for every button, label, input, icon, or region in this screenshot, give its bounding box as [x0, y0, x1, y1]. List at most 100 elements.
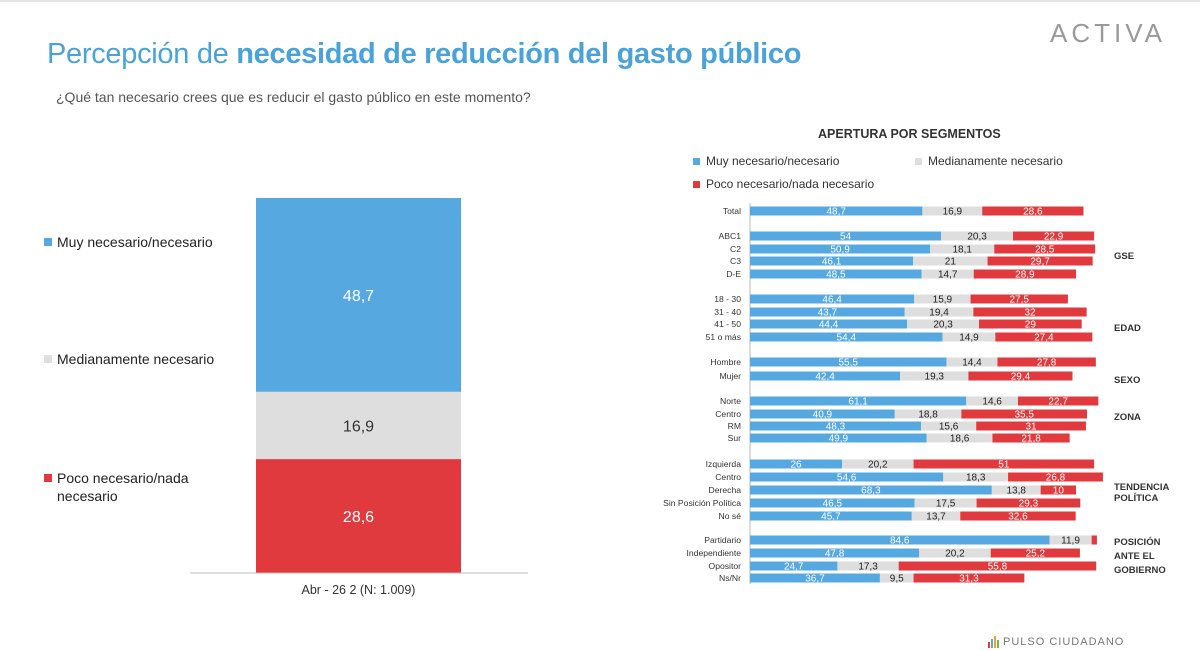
main-category-label: Abr - 26 2 (N: 1.009) [302, 583, 416, 597]
seg-bar-segment [961, 409, 1088, 419]
seg-bar-value-label: 19,4 [929, 308, 949, 319]
seg-bar-value-label: 27,4 [1034, 333, 1054, 344]
main-legend-item-poco: Poco necesario/nada necesario [44, 469, 242, 505]
seg-bar-segment [914, 498, 977, 508]
seg-bar-segment [976, 421, 1086, 431]
seg-bar-value-label: 22,7 [1048, 397, 1068, 408]
seg-bar-value-label: 68,3 [861, 486, 881, 497]
seg-row-label: Mujer [720, 371, 742, 381]
seg-bar-segment [913, 459, 1095, 469]
legend-swatch-gray [44, 355, 52, 363]
seg-bar-segment [982, 206, 1084, 216]
seg-row-label: 18 - 30 [714, 294, 741, 304]
seg-row-label: Izquierda [706, 459, 742, 469]
seg-bar-segment [750, 459, 843, 469]
seg-group-label: EDAD [1114, 323, 1141, 334]
seg-bar-segment [941, 231, 1014, 241]
seg-bar-value-label: 46,4 [822, 295, 842, 306]
seg-bar-value-label: 42,4 [815, 372, 835, 383]
seg-bar-value-label: 25,2 [1026, 549, 1046, 560]
segments-title: APERTURA POR SEGMENTOS [818, 127, 1001, 141]
seg-row-label: RM [728, 421, 741, 431]
seg-bar-value-label: 17,5 [936, 499, 956, 510]
seg-bar-value-label: 44,4 [819, 320, 839, 331]
seg-bar-value-label: 15,9 [933, 295, 953, 306]
seg-bar-value-label: 43,7 [818, 308, 838, 319]
seg-bar-value-label: 20,2 [945, 549, 965, 560]
seg-bar-segment [914, 294, 971, 304]
seg-bar-segment [750, 396, 967, 406]
seg-row-label: Centro [715, 472, 741, 482]
seg-bar-segment [750, 332, 943, 342]
seg-bar-segment [990, 548, 1080, 558]
seg-bar-value-label: 47,8 [825, 549, 845, 560]
seg-bar-value-label: 18,1 [952, 245, 972, 256]
seg-group-label: POLÍTICA [1114, 493, 1158, 504]
seg-bar-value-label: 54,4 [837, 333, 857, 344]
seg-bar-segment [750, 357, 947, 367]
seg-bar-value-label: 14,4 [962, 358, 982, 369]
seg-bar-segment [960, 511, 1076, 521]
seg-bar-value-label: 27,5 [1009, 295, 1029, 306]
seg-bar-value-label: 54,6 [837, 473, 857, 484]
seg-bar-value-label: 49,9 [829, 434, 849, 445]
page-title: Percepción de necesidad de reducción del… [47, 38, 801, 71]
seg-row-label: Opositor [709, 561, 742, 571]
seg-bar-segment [750, 269, 922, 279]
seg-bar-value-label: 32 [1024, 308, 1036, 319]
seg-bar-value-label: 18,3 [966, 473, 986, 484]
seg-row-label: Hombre [710, 357, 741, 367]
seg-bar-value-label: 21,8 [1021, 434, 1041, 445]
seg-row-label: Centro [715, 409, 741, 419]
legend-swatch-blue [693, 158, 700, 165]
seg-bar-value-label: 84,6 [890, 536, 910, 547]
seg-group-label: POSICIÓN [1114, 536, 1161, 548]
seg-bar-segment [970, 294, 1068, 304]
seg-bar-value-label: 29,7 [1030, 257, 1050, 268]
seg-bar-segment [987, 256, 1093, 266]
seg-bar-value-label: 36,7 [805, 574, 825, 585]
seg-bar-value-label: 14,9 [959, 333, 979, 344]
seg-bar-segment [750, 472, 944, 482]
main-legend-label: Poco necesario/nada necesario [57, 470, 189, 504]
seg-bar-value-label: 46,1 [822, 257, 842, 268]
seg-bar-segment [750, 548, 920, 558]
seg-bar-value-label: 48,5 [826, 270, 846, 281]
main-legend-label: Medianamente necesario [57, 351, 215, 367]
seg-bar-value-label: 50,9 [830, 245, 850, 256]
seg-bar-segment [837, 561, 899, 571]
seg-legend-item-muy: Muy necesario/necesario [693, 154, 839, 168]
seg-bar-segment [991, 485, 1041, 495]
seg-bar-value-label: 55,8 [988, 562, 1008, 573]
seg-bar-value-label: 15,6 [939, 422, 959, 433]
main-legend-label: Muy necesario/necesario [57, 234, 213, 250]
seg-row-label: Sin Posición Política [663, 498, 741, 508]
seg-bar-segment [979, 319, 1082, 329]
seg-bar-segment [911, 511, 961, 521]
main-bar-value-label: 48,7 [343, 288, 374, 305]
seg-bar-segment [898, 561, 1097, 571]
seg-row-label: Independiente [687, 548, 742, 558]
seg-bar-value-label: 11,9 [1061, 536, 1080, 547]
seg-bar-segment [913, 256, 988, 266]
seg-bar-value-label: 22,9 [1044, 232, 1064, 243]
seg-legend-label: Medianamente necesario [928, 154, 1063, 168]
main-bar-segment [256, 391, 461, 460]
seg-row-label: ABC1 [719, 231, 742, 241]
seg-bar-value-label: 31 [1026, 422, 1038, 433]
footer-brand-text: PULSO CIUDADANO [1003, 636, 1125, 648]
main-stacked-bar-chart: 48,7 16,9 28,6 Abr - 26 2 (N: 1.009) [190, 198, 528, 597]
top-divider [0, 0, 1200, 2]
seg-group-label: TENDENCIA [1114, 482, 1170, 493]
seg-bar-segment [750, 485, 992, 495]
main-bar-segment [256, 198, 461, 392]
seg-bar-segment [992, 433, 1070, 443]
seg-bar-segment [922, 206, 983, 216]
seg-bar-segment [946, 357, 998, 367]
seg-bar-value-label: 21 [945, 257, 957, 268]
seg-bar-segment [904, 307, 974, 317]
seg-bar-value-label: 28,5 [1035, 245, 1055, 256]
page-title-light: Percepción de [47, 38, 229, 70]
seg-bar-value-label: 31,3 [959, 574, 979, 585]
seg-bar-segment [907, 319, 980, 329]
